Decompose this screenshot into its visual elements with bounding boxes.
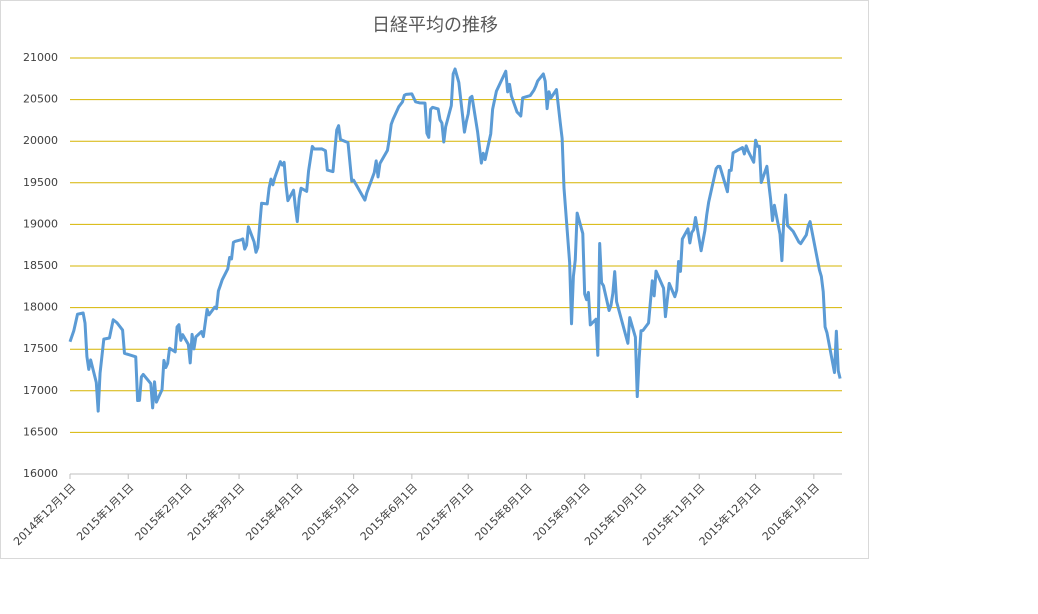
y-tick-label: 16500 <box>23 425 58 438</box>
y-tick-label: 18000 <box>23 301 58 314</box>
chart-title: 日経平均の推移 <box>372 15 498 36</box>
y-tick-label: 19000 <box>23 217 58 230</box>
y-tick-label: 21000 <box>23 51 58 64</box>
y-tick-label: 16000 <box>23 467 58 480</box>
y-tick-label: 20500 <box>23 93 58 106</box>
y-tick-label: 17000 <box>23 384 58 397</box>
data-line <box>68 67 842 413</box>
y-tick-label: 18500 <box>23 259 58 272</box>
y-tick-label: 20000 <box>23 134 58 147</box>
y-tick-label: 17500 <box>23 342 58 355</box>
chart-frame <box>0 0 869 559</box>
y-tick-label: 19500 <box>23 176 58 189</box>
